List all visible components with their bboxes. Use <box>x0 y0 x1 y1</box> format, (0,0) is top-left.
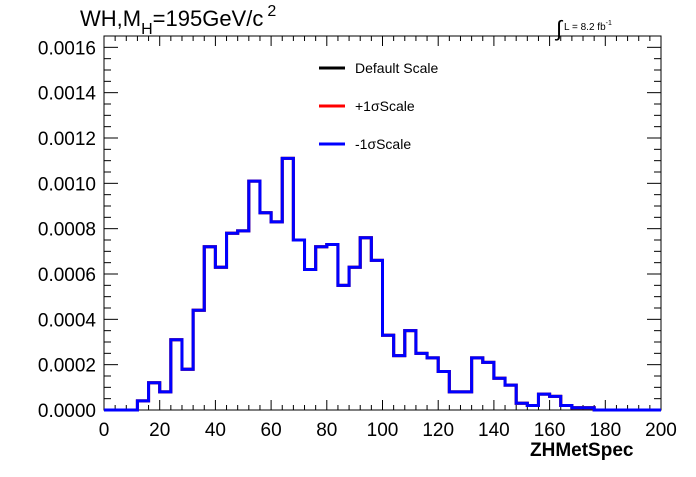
x-tick-label: 40 <box>205 420 226 441</box>
x-tick-label: 20 <box>149 420 170 441</box>
luminosity-text: L = 8.2 fb <box>564 22 606 33</box>
y-tick-label: 0.0010 <box>38 174 96 195</box>
y-tick-label: 0.0006 <box>38 265 96 286</box>
x-tick-label: 180 <box>589 420 621 441</box>
legend-label-1: +1σScale <box>355 98 415 114</box>
luminosity-label: ∫ L = 8.2 fb-1 <box>556 10 612 41</box>
x-tick-label: 200 <box>645 420 677 441</box>
legend-label-2: -1σScale <box>355 136 411 152</box>
series-line-2 <box>104 156 661 412</box>
y-tick-label: 0.0008 <box>38 220 96 241</box>
x-tick-label: 140 <box>478 420 510 441</box>
chart-title-subscript: H <box>141 21 153 38</box>
y-tick-label: 0.0014 <box>38 84 97 105</box>
chart-title: WH,MH=195GeV/c 2 <box>80 3 277 38</box>
x-tick-label: 0 <box>99 420 110 441</box>
x-tick-label: 100 <box>367 420 399 441</box>
x-tick-label: 60 <box>261 420 282 441</box>
y-tick-label: 0.0004 <box>38 310 97 331</box>
y-tick-label: 0.0000 <box>38 401 96 422</box>
chart-title-main: WH,M <box>80 6 142 31</box>
legend-label-0: Default Scale <box>355 60 438 76</box>
y-tick-label: 0.0002 <box>38 356 96 377</box>
x-tick-label: 80 <box>316 420 337 441</box>
y-tick-label: 0.0012 <box>38 129 96 150</box>
plot-frame <box>103 35 662 411</box>
x-axis-label: ZHMetSpec <box>530 440 634 461</box>
luminosity-superscript: -1 <box>605 20 612 27</box>
chart-title-rest: =195GeV/c <box>152 6 264 31</box>
x-tick-label: 120 <box>422 420 454 441</box>
y-tick-label: 0.0016 <box>38 38 96 59</box>
chart-title-superscript: 2 <box>267 3 277 20</box>
integral-sign-icon: ∫ <box>556 16 563 41</box>
x-tick-label: 160 <box>534 420 566 441</box>
